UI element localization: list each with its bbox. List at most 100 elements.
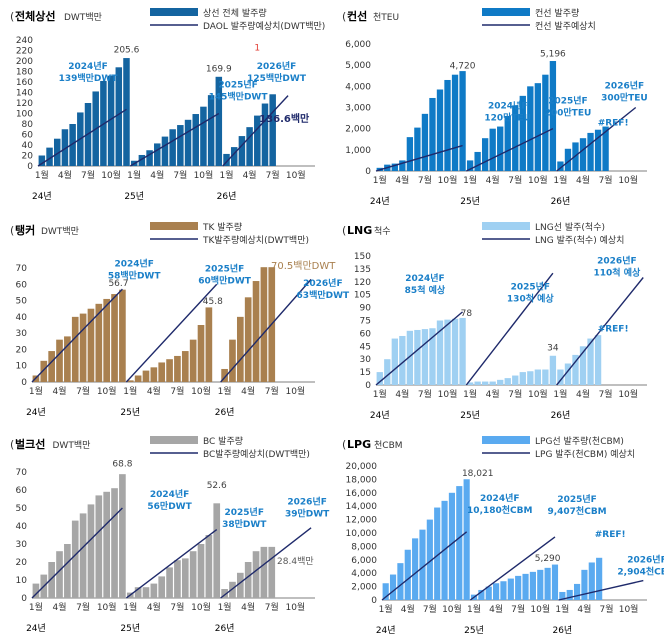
- bar: [542, 74, 549, 171]
- title-paren: (: [342, 10, 346, 23]
- x-tick-label: 7월: [418, 388, 432, 400]
- x-tick-label: 10월: [528, 388, 548, 400]
- x-tick-label: 4월: [577, 603, 591, 615]
- bar: [56, 551, 63, 598]
- bar: [32, 583, 40, 598]
- bar: [111, 488, 118, 598]
- bar: [87, 504, 95, 598]
- y-tick-label: 20: [22, 152, 34, 162]
- legend-bar-label: BC 발주량: [203, 435, 243, 447]
- y-tick-label: 150: [354, 252, 371, 262]
- annotation-line: 120만TEU: [484, 112, 531, 124]
- bar: [252, 281, 260, 382]
- bar: [119, 289, 126, 382]
- annotation-line: 60백만DWT: [198, 274, 251, 286]
- x-tick-label: 10월: [618, 388, 638, 400]
- bar: [399, 335, 406, 385]
- forecast-line: [125, 283, 218, 383]
- x-tick-label: 10월: [438, 174, 458, 186]
- legend-line-label: DAOL 발주량예상치(DWT백만): [203, 20, 325, 32]
- bar: [238, 136, 246, 166]
- data-label: 1: [254, 44, 260, 54]
- y-tick-label: 120: [354, 278, 371, 288]
- x-tick-label: 4월: [241, 385, 255, 397]
- bar: [587, 132, 594, 171]
- forecast-annotation: 2024년F 56만DWT: [147, 488, 192, 512]
- bar: [197, 544, 205, 598]
- year-label: 24년: [26, 407, 46, 418]
- x-tick-label: 7월: [173, 169, 187, 181]
- chart-title: (LNG 척수: [342, 224, 391, 237]
- bar: [252, 551, 260, 598]
- annotation-line: 139백만DWT: [59, 72, 119, 84]
- y-tick-label: 5,000: [345, 61, 371, 71]
- chart-title-main: 벌크선: [15, 437, 45, 451]
- bar: [504, 378, 511, 385]
- x-tick-label: 1월: [553, 174, 567, 186]
- data-label: 205.6: [114, 46, 140, 56]
- bar: [87, 308, 95, 382]
- bar: [456, 486, 463, 600]
- chart-title: (LPG 천CBM: [342, 438, 403, 451]
- annotations: 2024년F 10,180천CBM 2025년F 9,407천CBM #REF! 2026…: [467, 492, 664, 578]
- annotation-line: 145백만DWT: [209, 90, 269, 102]
- bar: [436, 89, 444, 171]
- y-tick-label: 160: [16, 78, 33, 88]
- x-tick-label: 7월: [600, 603, 614, 615]
- annotations: 2024년F 56만DWT 2025년F 38만DWT 2026년F 39만DWT: [147, 488, 330, 530]
- y-tick-label: 30: [16, 329, 28, 339]
- bar: [213, 503, 221, 598]
- bar: [451, 318, 459, 385]
- chart-title-main: 탱커: [15, 223, 35, 237]
- bar: [95, 303, 103, 382]
- x-axis-ticks: 1월 4월 7월 10월 1월 4월 7월 10월 1월 4월 7월 10월 24년 25년 26년: [32, 169, 306, 202]
- forecast-annotation: 2024년F 10,180천CBM: [467, 492, 532, 516]
- bar: [123, 58, 130, 167]
- y-tick-label: 2,000: [351, 583, 377, 593]
- forecast-line: [375, 311, 464, 386]
- bar: [244, 562, 252, 598]
- bar: [519, 95, 526, 171]
- forecast-lines: [37, 95, 289, 167]
- annotation-line: 2026년F: [605, 79, 644, 91]
- bar: [384, 359, 391, 385]
- bar: [146, 150, 153, 166]
- bar: [169, 129, 176, 166]
- bar: [406, 330, 414, 385]
- y-tick-label: 220: [16, 47, 33, 57]
- y-tick-label: 200: [16, 57, 33, 67]
- bar: [459, 71, 466, 171]
- x-tick-label: 7월: [81, 169, 95, 181]
- legend-line-label: TK발주량예상치(DWT백만): [202, 234, 309, 246]
- forecast-line: [220, 527, 312, 599]
- y-tick-label: 75: [360, 317, 371, 327]
- annotation-line: 110척 예상: [594, 267, 641, 279]
- x-tick-label: 1월: [218, 385, 232, 397]
- x-tick-label: 7월: [76, 601, 90, 613]
- bar: [382, 583, 389, 600]
- bar: [534, 369, 542, 385]
- bar: [602, 126, 609, 171]
- y-tick-label: 30: [360, 355, 372, 365]
- forecast-annotation: 2024년F 120만TEU: [484, 100, 531, 124]
- bar: [557, 369, 564, 385]
- x-axis-ticks: 1월 4월 7월 10월 1월 4월 7월 10월 1월 4월 7월 10월 24년 25년 26년: [370, 174, 638, 207]
- bar: [119, 474, 126, 598]
- forecast-line: [558, 579, 644, 601]
- bar: [564, 363, 572, 385]
- y-tick-label: 8,000: [351, 542, 377, 552]
- data-label: 78: [461, 309, 473, 319]
- forecast-annotation: 2025년F 130척 예상: [507, 281, 554, 305]
- x-tick-label: 1월: [123, 385, 137, 397]
- year-label: 25년: [460, 410, 480, 421]
- bar: [230, 147, 238, 166]
- x-tick-label: 7월: [508, 174, 522, 186]
- bar: [572, 354, 579, 385]
- forecast-annotation: 136.6백만: [259, 112, 310, 125]
- x-tick-label: 4월: [395, 174, 409, 186]
- bar: [134, 587, 142, 598]
- chart-title: (전체상선 DWT백만: [10, 9, 102, 23]
- legend-bar-label: 상선 전체 발주량: [203, 7, 267, 19]
